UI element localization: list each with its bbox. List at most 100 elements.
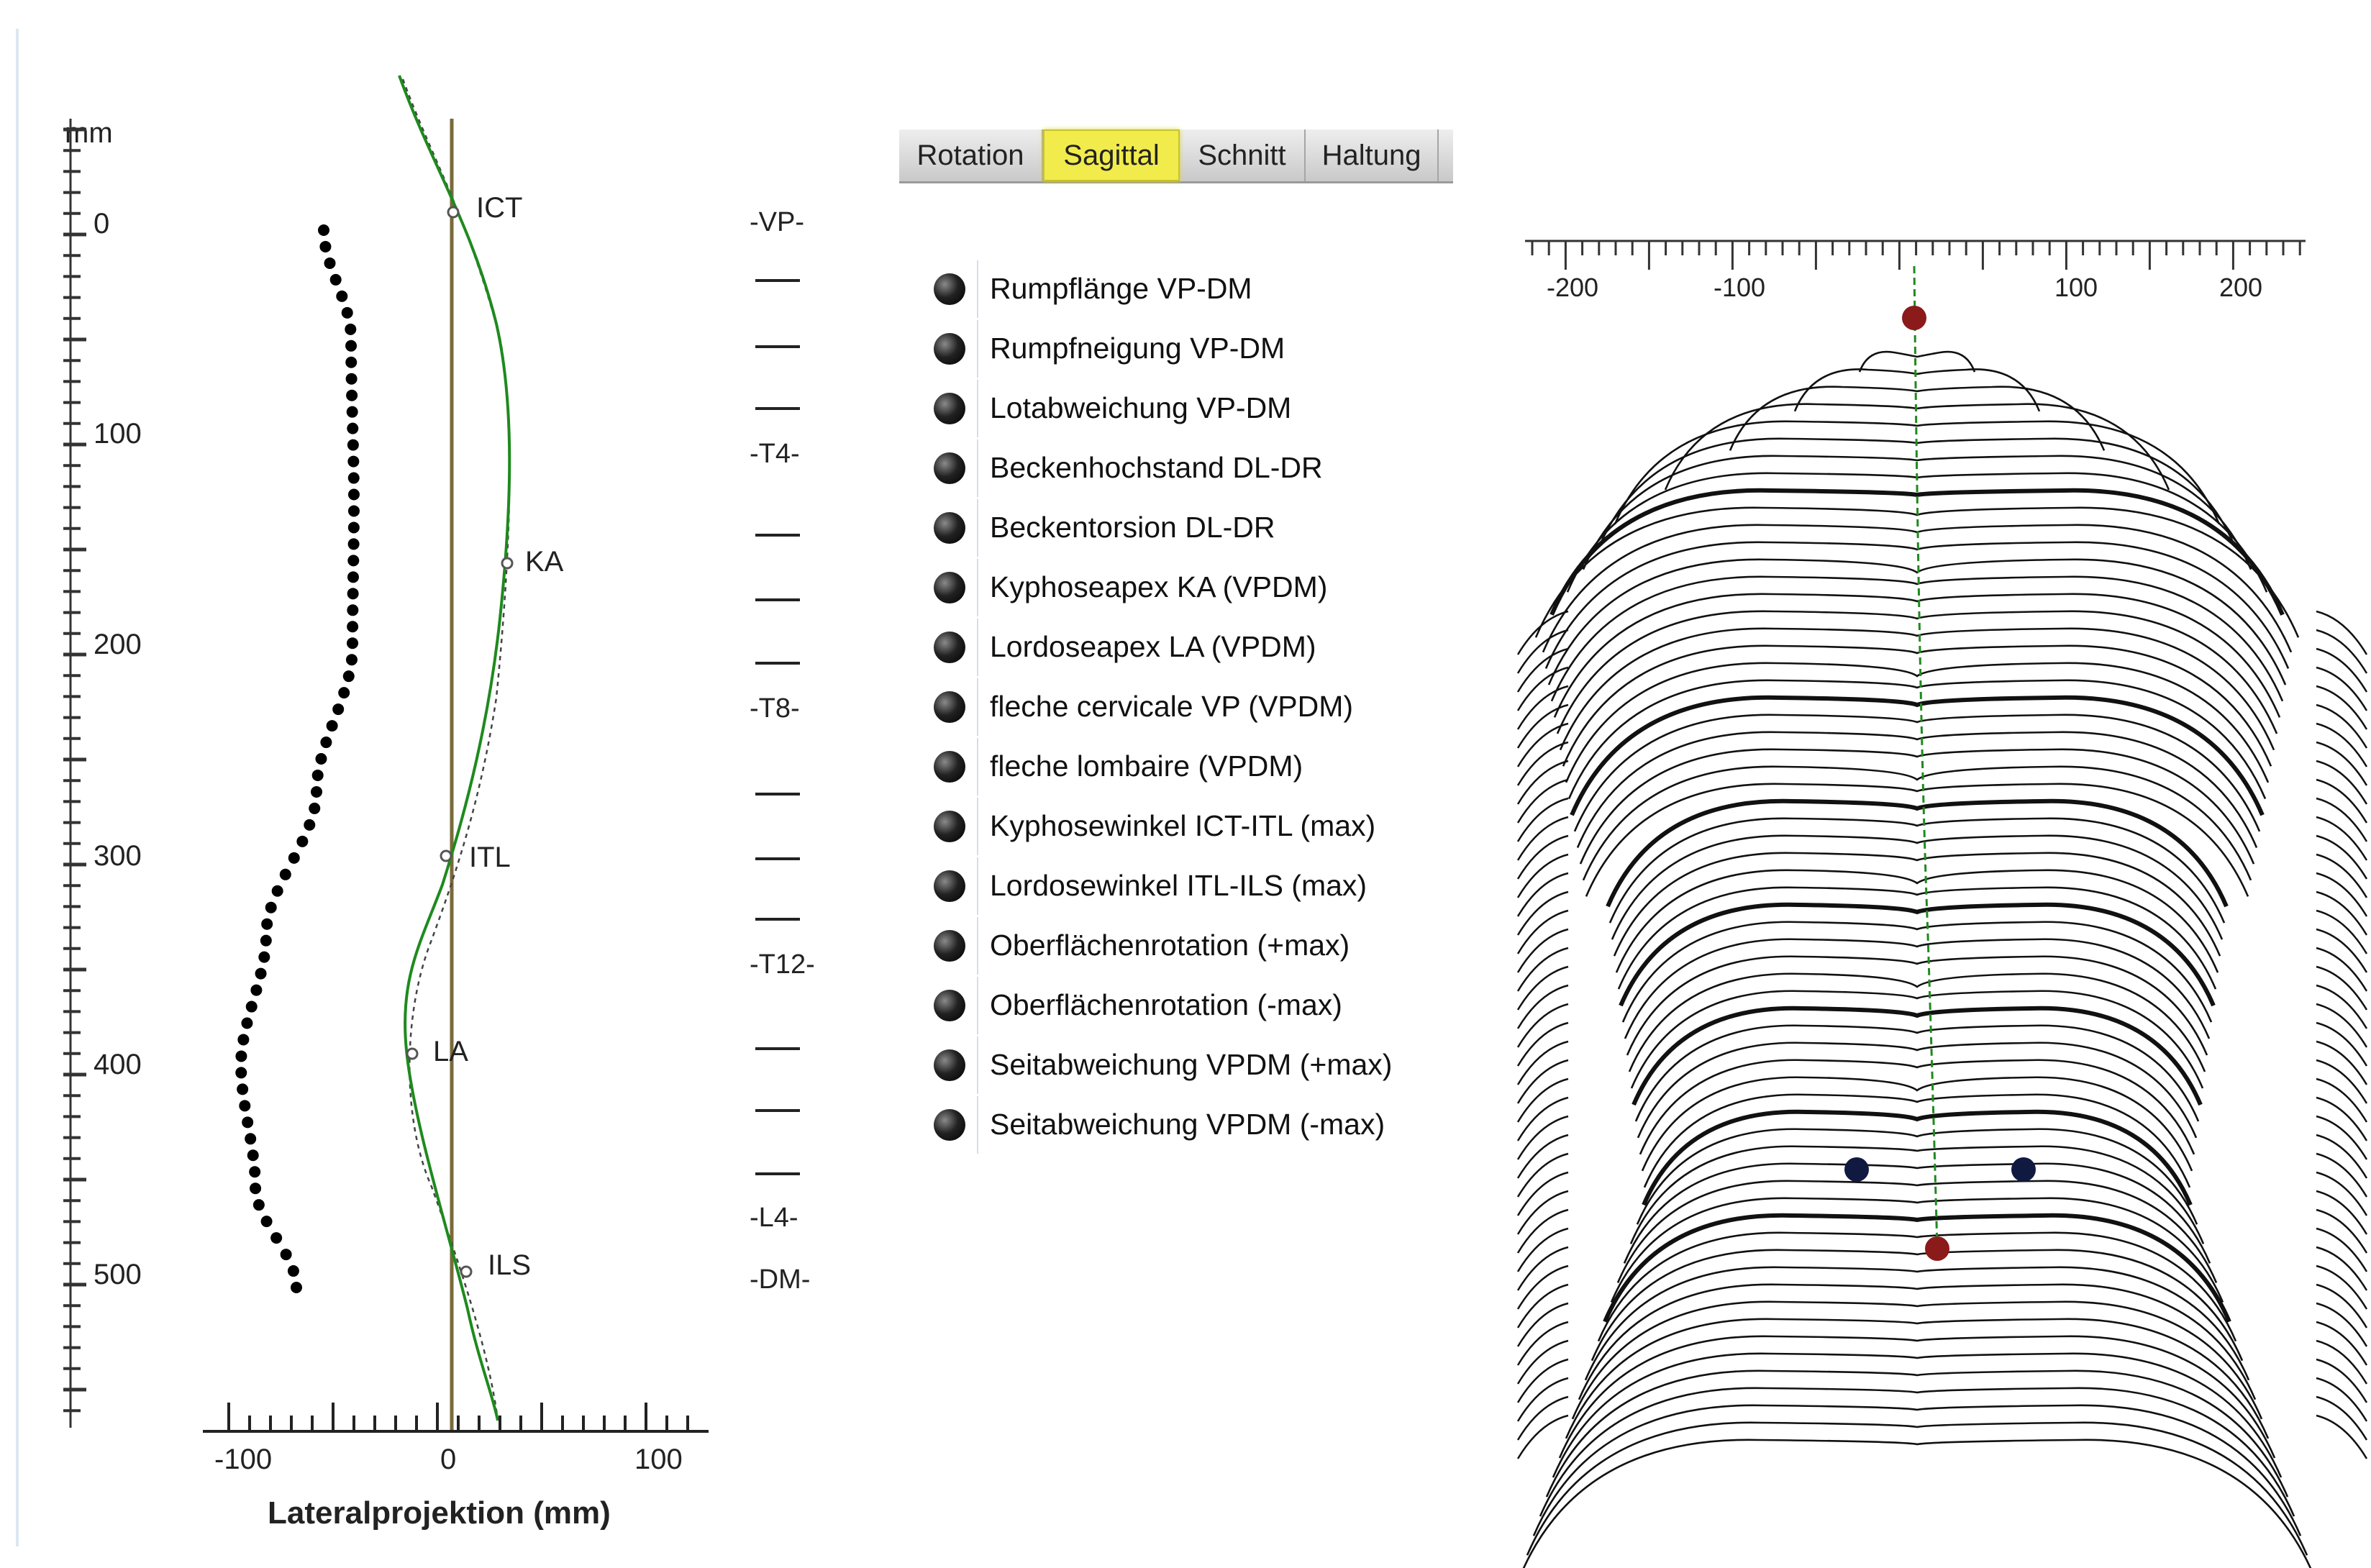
right-arm-contour	[2316, 928, 2368, 973]
tab-haltung[interactable]: Haltung	[1306, 129, 1439, 181]
right-arm-contour	[2316, 629, 2368, 674]
curve-dot	[347, 604, 359, 616]
measurement-bullet-icon	[922, 737, 978, 796]
measurement-label: Oberflächenrotation (+max)	[990, 929, 1350, 962]
right-arm-contour	[2316, 1096, 2368, 1141]
left-arm-contour	[1516, 1246, 1569, 1291]
tab-rotation[interactable]: Rotation	[899, 129, 1043, 181]
right-arm-contour	[2316, 1171, 2368, 1216]
tab-sagittal[interactable]: Sagittal	[1043, 129, 1180, 181]
measurement-label: fleche lombaire (VPDM)	[990, 749, 1303, 783]
right-arm-contour	[2316, 1395, 2368, 1441]
left-arm-contour	[1516, 1264, 1569, 1310]
itl-marker	[440, 849, 452, 862]
tab-schnitt[interactable]: Schnitt	[1180, 129, 1306, 181]
measurement-item[interactable]: Kyphosewinkel ICT-ITL (max)	[922, 796, 1440, 856]
right-arm-contour	[2316, 1302, 2368, 1347]
back-x-tick-label: 200	[2219, 273, 2262, 302]
spine-midline	[1913, 265, 1939, 1249]
measurement-item[interactable]: Seitabweichung VPDM (-max)	[922, 1095, 1440, 1154]
curve-dot	[260, 934, 272, 947]
curve-dot	[347, 637, 359, 649]
contour-line	[1641, 1076, 2193, 1172]
contour-line	[1619, 902, 2216, 1007]
contour-line	[1556, 610, 2278, 734]
left-arm-contour	[1516, 1227, 1569, 1272]
measurement-item[interactable]: Rumpfneigung VP-DM	[922, 319, 1440, 378]
curve-dot	[245, 1133, 257, 1145]
contour-line	[1630, 990, 2204, 1089]
curve-dot	[347, 505, 360, 517]
measurement-item[interactable]: Lordosewinkel ITL-ILS (max)	[922, 856, 1440, 916]
measurement-item[interactable]: Oberflächenrotation (+max)	[922, 916, 1440, 975]
right-arm-contour	[2316, 685, 2368, 730]
measurement-label: Lordoseapex LA (VPDM)	[990, 630, 1316, 663]
curve-dot	[310, 785, 322, 798]
curve-dot	[346, 389, 358, 401]
measurement-bullet-icon	[922, 260, 978, 318]
contour-line	[1565, 1318, 2270, 1439]
curve-dot	[296, 835, 309, 847]
measurement-item[interactable]: Seitabweichung VPDM (+max)	[922, 1035, 1440, 1095]
measurement-list: Rumpflänge VP-DM Rumpfneigung VP-DM Lotabw…	[922, 259, 1440, 1154]
curve-dot	[279, 868, 291, 880]
measurement-item[interactable]: Lotabweichung VP-DM	[922, 378, 1440, 438]
ils-marker	[460, 1265, 473, 1278]
spine-dotted-curve	[235, 224, 360, 1293]
spine-profile-line	[398, 75, 511, 1421]
measurement-item[interactable]: Oberflächenrotation (-max)	[922, 975, 1440, 1035]
dimple-left-dot	[1844, 1157, 1869, 1182]
right-arm-contour	[2316, 666, 2368, 711]
curve-dot	[347, 439, 359, 451]
tab-overflow[interactable]	[1439, 129, 1453, 181]
contour-line	[1626, 955, 2208, 1056]
contour-line	[1553, 593, 2281, 718]
right-arm-contour	[2316, 797, 2368, 842]
left-arm-contour	[1516, 853, 1569, 898]
ils-label: ILS	[488, 1249, 531, 1281]
curve-dot	[345, 339, 358, 352]
measurement-bullet-icon	[922, 797, 978, 855]
left-arm-contour	[1516, 760, 1569, 805]
measurement-item[interactable]: fleche lombaire (VPDM)	[922, 737, 1440, 796]
left-arm-contour	[1516, 629, 1569, 674]
measurement-item[interactable]: Lordoseapex LA (VPDM)	[922, 617, 1440, 677]
contour-line	[1729, 386, 2106, 451]
right-arm-contour	[2316, 1152, 2368, 1198]
contour-line	[1664, 403, 2170, 491]
measurement-item[interactable]: Beckenhochstand DL-DR	[922, 438, 1440, 498]
left-arm-contour	[1516, 872, 1569, 917]
contour-line	[1578, 1283, 2257, 1400]
x-tick-label: 0	[440, 1444, 456, 1475]
left-arm-contour	[1516, 797, 1569, 842]
curve-dot	[245, 1000, 258, 1013]
left-arm-contour	[1516, 816, 1569, 861]
left-arm-contour	[1516, 1152, 1569, 1198]
left-arm-contour	[1516, 741, 1569, 786]
measurement-item[interactable]: Kyphoseapex KA (VPDM)	[922, 557, 1440, 617]
measurement-label: Seitabweichung VPDM (-max)	[990, 1108, 1385, 1141]
contour-line	[1608, 817, 2226, 924]
level-dash	[755, 598, 800, 601]
horizontal-ruler	[227, 1403, 689, 1431]
contour-line	[1614, 420, 2221, 525]
measurement-item[interactable]: Beckentorsion DL-DR	[922, 498, 1440, 557]
curve-dot	[250, 1182, 262, 1195]
curve-dot	[345, 323, 357, 335]
measurement-label: Lordosewinkel ITL-ILS (max)	[990, 869, 1367, 902]
contour-line	[1597, 1231, 2237, 1342]
contour-line	[1793, 368, 2041, 412]
curve-dot	[320, 737, 332, 749]
curve-dot	[324, 257, 336, 269]
left-arm-contour	[1516, 1003, 1569, 1048]
measurement-item[interactable]: Rumpflänge VP-DM	[922, 259, 1440, 319]
measurement-label: Beckenhochstand DL-DR	[990, 451, 1323, 484]
left-arm-contour	[1516, 1134, 1569, 1179]
contour-line	[1545, 1369, 2289, 1498]
contour-line	[1623, 1162, 2211, 1264]
back-contour-lines	[1516, 350, 2368, 1568]
ka-marker	[501, 557, 514, 570]
contour-line	[1558, 1335, 2276, 1459]
measurement-item[interactable]: fleche cervicale VP (VPDM)	[922, 677, 1440, 737]
right-arm-contour	[2316, 778, 2368, 824]
